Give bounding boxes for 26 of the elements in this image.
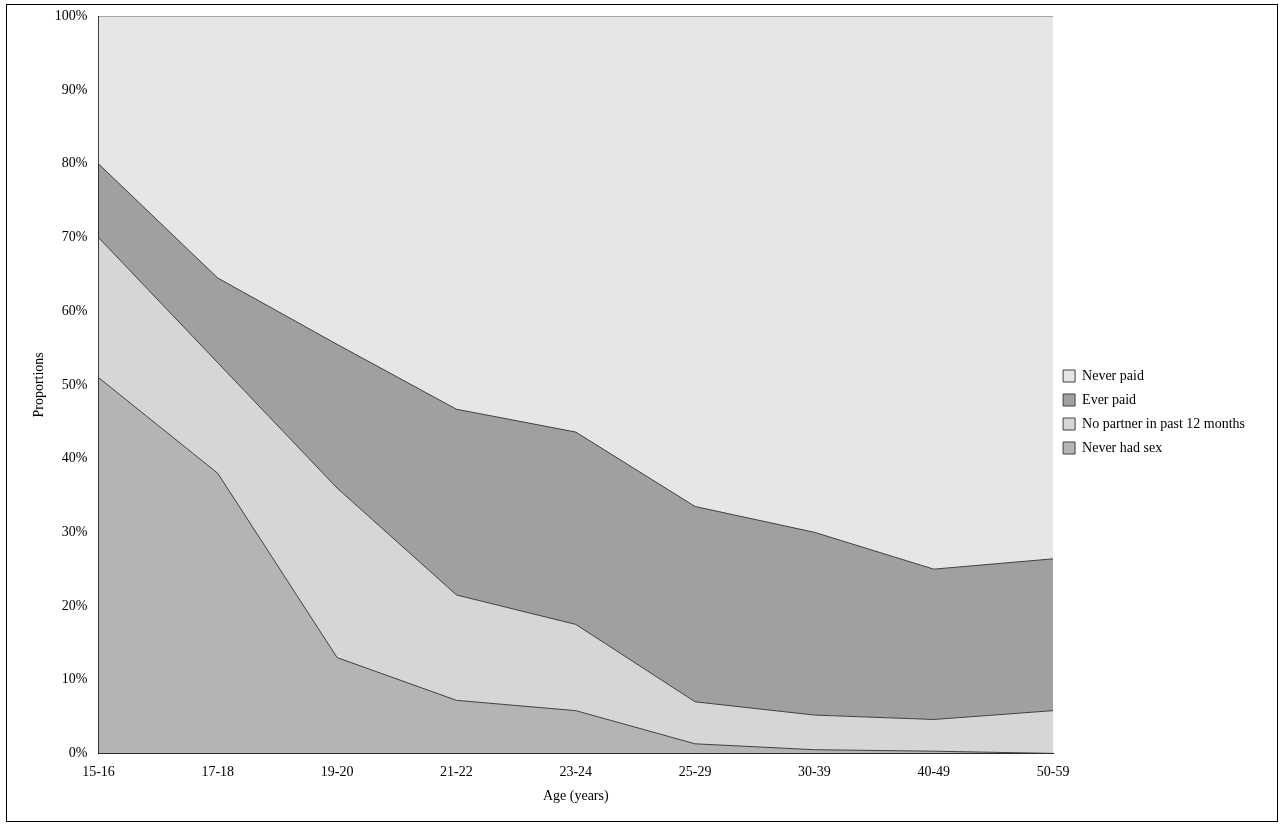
x-axis-title: Age (years) (542, 788, 609, 805)
x-tick-label: 50-59 (1036, 764, 1070, 780)
x-tick-label: 25-29 (678, 764, 712, 780)
x-tick-label: 23-24 (559, 764, 593, 780)
y-tick-label: 90% (61, 81, 88, 97)
x-tick-label: 19-20 (320, 764, 354, 780)
y-tick-label: 60% (61, 302, 88, 318)
x-tick-label: 15-16 (82, 764, 115, 780)
y-tick-label: 100% (54, 8, 88, 24)
y-tick-label: 30% (61, 523, 88, 539)
y-tick-label: 10% (61, 671, 88, 687)
legend-label: Never paid (1082, 367, 1144, 383)
legend-label: No partner in past 12 months (1082, 415, 1245, 431)
x-tick-label: 40-49 (917, 764, 951, 780)
y-tick-label: 50% (61, 376, 88, 392)
legend-label: Never had sex (1082, 439, 1163, 455)
x-tick-label: 21-22 (440, 764, 473, 780)
y-tick-label: 40% (61, 450, 88, 466)
y-tick-label: 20% (61, 597, 88, 613)
y-tick-label: 0% (68, 745, 88, 761)
y-axis-title: Proportions (31, 352, 47, 418)
legend-label: Ever paid (1082, 391, 1137, 407)
y-tick-label: 70% (61, 229, 88, 245)
x-tick-label: 17-18 (201, 764, 235, 780)
y-tick-label: 80% (61, 155, 88, 171)
x-tick-label: 30-39 (798, 764, 831, 780)
